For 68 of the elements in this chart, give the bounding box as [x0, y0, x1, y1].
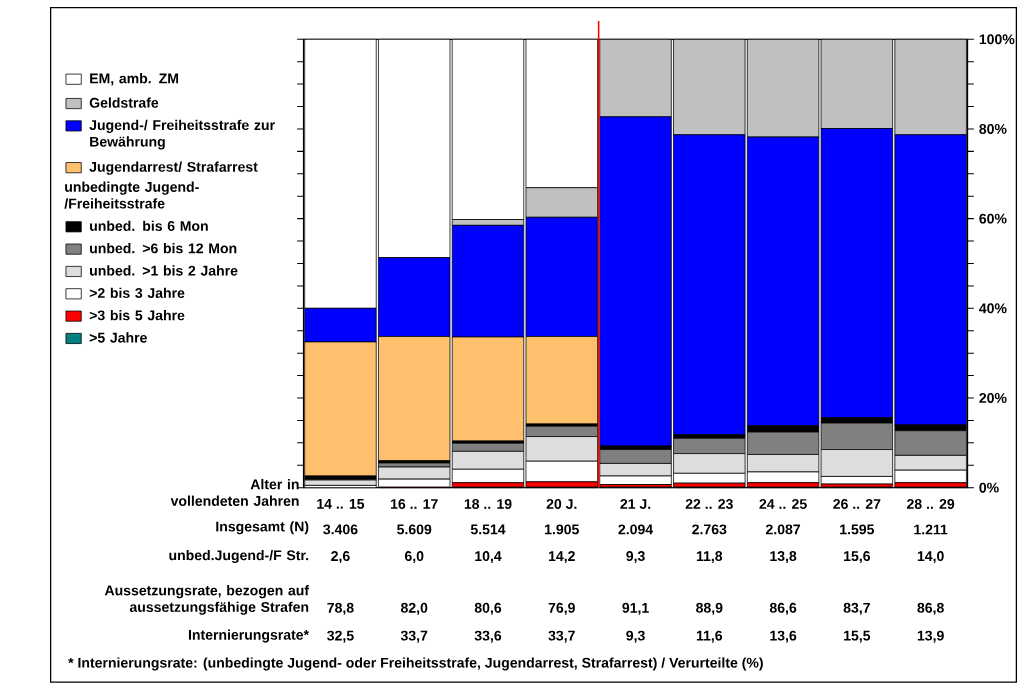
x-tick-label: 22 .. 23 — [685, 498, 733, 509]
text: Insgesamt (N) — [216, 520, 309, 535]
text: 86,6 — [769, 602, 797, 615]
text: 13,8 — [770, 550, 797, 563]
legend-label: unbed. >1 bis 2 Jahre — [90, 265, 238, 276]
x-tick-label: 20 J. — [546, 498, 577, 509]
y-tick-label: 60% — [979, 213, 1007, 224]
text: 5.609 — [397, 524, 432, 535]
text: 6,0 — [404, 550, 424, 563]
x-tick-label: 28 .. 29 — [907, 498, 955, 509]
text: Aussetzungsrate, bezogen auf aussetzungsfähige Strafen — [104, 584, 310, 615]
x-tick-label: 18 .. 19 — [464, 498, 512, 509]
text: 14,2 — [548, 550, 575, 563]
text: 15,5 — [844, 630, 871, 643]
text: 3.406 — [323, 524, 358, 535]
text: 5.514 — [470, 524, 506, 535]
legend-label: Jugendarrest/ Strafarrest — [89, 161, 258, 175]
text: 2.763 — [692, 524, 727, 535]
text: 76,9 — [548, 602, 575, 615]
text: 91,1 — [622, 602, 649, 615]
text: 78,8 — [327, 602, 354, 615]
text: 11,8 — [696, 550, 723, 563]
text: Internierungsrate* — [188, 629, 310, 643]
text: 83,7 — [843, 602, 870, 615]
legend-label: >2 bis 3 Jahre — [89, 287, 185, 298]
x-axis-title: Alter in vollendeten Jahren — [170, 478, 299, 506]
y-tick-label: 40% — [979, 303, 1007, 314]
legend-label: unbed. bis 6 Mon — [90, 220, 208, 231]
y-tick-label: 100% — [979, 34, 1015, 45]
text: 9,3 — [626, 550, 645, 563]
legend-label: >5 Jahre — [89, 332, 147, 343]
y-tick-label: 20% — [979, 392, 1007, 403]
x-tick-label: 24 .. 25 — [759, 498, 807, 509]
x-tick-label: 21 J. — [620, 498, 651, 509]
y-tick-label: 80% — [979, 123, 1007, 134]
text: 15,6 — [844, 550, 871, 563]
legend-label: >3 bis 5 Jahre — [89, 309, 185, 321]
text: 13,9 — [917, 630, 944, 643]
text: * Internierungsrate: (unbedingte Jugend- oder Freiheitsstrafe, Jugendarrest, Strafarrest) / Verurteilte (%) — [68, 657, 763, 671]
text: 33,7 — [400, 630, 428, 643]
legend-label: unbed. >6 bis 12 Mon — [90, 242, 237, 254]
x-tick-label: 16 .. 17 — [391, 498, 438, 509]
text: 9,3 — [626, 630, 645, 643]
text: 33,6 — [474, 630, 502, 643]
legend-label: Jugend-/ Freiheitsstrafe zur Bewährung — [89, 119, 275, 150]
legend-label: Geldstrafe — [89, 97, 159, 108]
text: 1.905 — [545, 524, 579, 535]
text: 88,9 — [696, 602, 723, 615]
text: unbed.Jugend-/F Str. — [169, 549, 309, 563]
text: 80,6 — [474, 602, 502, 615]
text: 32,5 — [327, 630, 354, 643]
text: 10,4 — [475, 550, 502, 563]
x-tick-label: 26 .. 27 — [833, 498, 881, 509]
legend-label: EM, amb. ZM — [90, 72, 179, 86]
text: 2,6 — [331, 550, 350, 563]
text: 2.087 — [765, 524, 801, 535]
x-tick-label: 14 .. 15 — [317, 498, 365, 509]
text: 86,8 — [917, 602, 944, 615]
text: 33,7 — [548, 630, 575, 643]
text: 1.211 — [914, 524, 948, 535]
text: 1.595 — [840, 524, 875, 535]
text: 13,6 — [770, 630, 797, 643]
text: 82,0 — [400, 602, 428, 615]
text: 2.094 — [618, 524, 654, 535]
legend-title: unbedingte Jugend-/Freiheitsstrafe — [64, 181, 199, 209]
y-tick-label: 0% — [979, 482, 999, 493]
text: 11,6 — [696, 630, 723, 643]
text: 14,0 — [917, 550, 944, 563]
